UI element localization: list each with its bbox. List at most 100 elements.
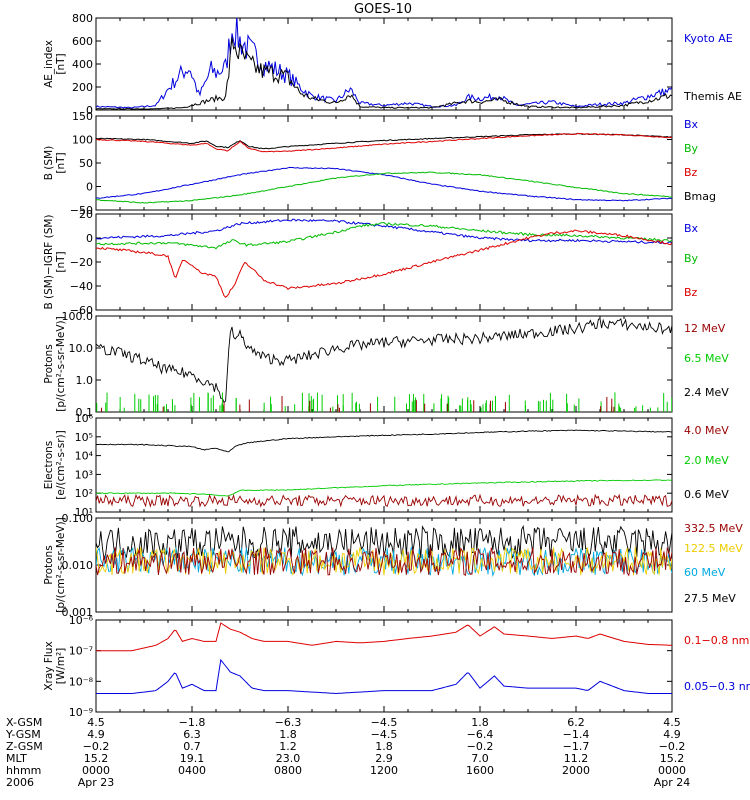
x-axis-value: 2000 xyxy=(562,764,590,777)
legend-entry: Bx xyxy=(684,222,699,235)
series-4.0-mev xyxy=(96,493,672,508)
y-tick-label: 100 xyxy=(72,134,93,147)
legend-entry: 0.05−0.3 nm xyxy=(684,680,750,693)
legend-entry: 6.5 MeV xyxy=(684,352,729,365)
y-axis-label: Electrons xyxy=(43,441,55,490)
y-tick-label: 10⁻⁶ xyxy=(69,614,94,627)
x-axis-value: 0400 xyxy=(178,764,206,777)
series-0.05-0.3-nm xyxy=(96,658,672,695)
y-tick-label: 0.1 xyxy=(76,406,94,419)
legend-entry: 12 MeV xyxy=(684,322,726,335)
x-axis-value: 6.2 xyxy=(567,716,585,729)
series-0.6-mev xyxy=(96,429,672,453)
panel-frame xyxy=(95,315,673,413)
panel-ae: 800 600 400 200 0 AE_index [nT] Kyoto AE Themis … xyxy=(43,12,742,117)
y-tick-label: 20 xyxy=(79,208,93,221)
legend-entry: 60 MeV xyxy=(684,566,726,579)
y-tick-label: 10⁻⁷ xyxy=(69,645,93,658)
x-axis-value: −6.4 xyxy=(467,728,494,741)
chart-title: GOES-10 xyxy=(354,2,412,17)
legend-entry: Bz xyxy=(684,286,698,299)
x-axis-value: 0.7 xyxy=(183,740,201,753)
y-tick-label: 10³ xyxy=(75,468,93,481)
x-axis-value: −1.7 xyxy=(563,740,590,753)
x-axis-value: 1.8 xyxy=(279,728,297,741)
x-axis-value: 0000 xyxy=(658,764,686,777)
x-axis-value: 23.0 xyxy=(276,752,301,765)
panel-xray: 10⁻⁶ 10⁻⁷ 10⁻⁸ 10⁻⁹ Xray Flux [W/m²] 0.1−0.8 n… xyxy=(43,614,750,719)
series-bx xyxy=(96,166,672,202)
series-122.5-mev xyxy=(96,546,672,576)
y-tick-label: −20 xyxy=(70,256,93,269)
legend-entry: By xyxy=(684,252,699,265)
series-bmag xyxy=(96,132,672,150)
panel-frame xyxy=(95,213,673,311)
panel-frame xyxy=(95,619,673,713)
y-tick-label: 400 xyxy=(72,58,93,71)
x-axis-value: 4.9 xyxy=(663,728,681,741)
legend-entry: 0.6 MeV xyxy=(684,488,729,501)
panel-electrons: 10⁶ 10⁵ 10⁴ 10³ 10² 10¹ Electrons [e/(cm²-s-sr)… xyxy=(43,412,729,519)
y-axis-label: Xray Flux xyxy=(43,641,55,690)
x-axis-value: 4.9 xyxy=(87,728,105,741)
x-axis-value: −1.4 xyxy=(563,728,590,741)
y-tick-label: 0 xyxy=(86,232,93,245)
x-axis-row-label: 2006 xyxy=(6,776,34,789)
y-axis-label: B (SM) xyxy=(43,146,55,180)
y-tick-label: −40 xyxy=(70,280,93,293)
x-axis-row-label: Y-GSM xyxy=(5,728,41,741)
series-bx xyxy=(96,218,672,245)
y-axis-label: [nT] xyxy=(55,251,67,272)
y-tick-label: 150 xyxy=(72,110,93,123)
legend-entry: 2.4 MeV xyxy=(684,386,729,399)
legend-entry: 332.5 MeV xyxy=(684,522,743,535)
series-2.0-mev xyxy=(96,479,672,497)
series-bz xyxy=(96,229,672,298)
y-axis-label: [p/(cm²-s-sr-MeV)] xyxy=(55,517,67,612)
legend-entry: Bmag xyxy=(684,190,716,203)
y-tick-label: 50 xyxy=(79,157,93,170)
y-tick-label: 10² xyxy=(75,487,93,500)
x-axis-value: 4.5 xyxy=(87,716,105,729)
x-axis-value: 6.3 xyxy=(183,728,201,741)
x-axis-value: −0.2 xyxy=(467,740,494,753)
y-tick-label: 800 xyxy=(72,12,93,25)
panel-frame xyxy=(95,115,673,211)
x-axis-value: −4.5 xyxy=(371,728,398,741)
series-60-mev xyxy=(96,546,672,578)
panel-protons_hi: 0.100 0.010 0.001 Protons [p/(cm²-s-sr-MeV)]… xyxy=(43,512,743,619)
x-axis-value: 15.2 xyxy=(660,752,685,765)
y-tick-label: 0 xyxy=(86,181,93,194)
panel-b_minus_igrf: 20 0 −20 −40 −60 B (SM)−IGRF (SM) [nT] Bx By Bz xyxy=(43,208,699,317)
series-kyoto-ae xyxy=(96,18,672,109)
x-axis-value: −0.2 xyxy=(659,740,686,753)
x-axis-value: −1.8 xyxy=(179,716,206,729)
x-axis-value: Apr 24 xyxy=(654,776,691,789)
y-tick-label: 10¹ xyxy=(75,506,93,519)
y-tick-label: 10⁴ xyxy=(75,450,94,463)
panel-protons_lo: 100.0 10.0 1.0 0.1 Protons [p/(cm²-s-sr-MeV)]… xyxy=(43,310,729,419)
x-axis-value: Apr 23 xyxy=(78,776,115,789)
y-axis-label: [nT] xyxy=(55,53,67,74)
x-axis-value: −6.3 xyxy=(275,716,302,729)
panel-b_sm: 150 100 50 0 −50 B (SM) [nT] Bx By Bz Bmag xyxy=(43,110,716,217)
series-by xyxy=(96,221,672,250)
series-6.5-mev xyxy=(96,392,672,412)
y-axis-label: [W/m²] xyxy=(55,648,67,685)
legend-entry: Kyoto AE xyxy=(684,32,733,45)
y-tick-label: 100.0 xyxy=(62,310,94,323)
y-tick-label: −60 xyxy=(70,304,93,317)
y-axis-label: [e/(cm²-s-sr)] xyxy=(55,430,67,499)
x-axis-value: 7.0 xyxy=(471,752,489,765)
x-axis-row-label: MLT xyxy=(6,752,27,765)
y-tick-label: 0 xyxy=(86,104,93,117)
y-tick-label: 200 xyxy=(72,81,93,94)
series-12-mev xyxy=(100,396,615,412)
x-axis-value: 4.5 xyxy=(663,716,681,729)
series-themis-ae xyxy=(96,37,672,110)
y-axis-label: [nT] xyxy=(55,152,67,173)
x-axis-value: 1.8 xyxy=(375,740,393,753)
y-tick-label: 10⁻⁹ xyxy=(69,706,93,719)
y-tick-label: 600 xyxy=(72,35,93,48)
